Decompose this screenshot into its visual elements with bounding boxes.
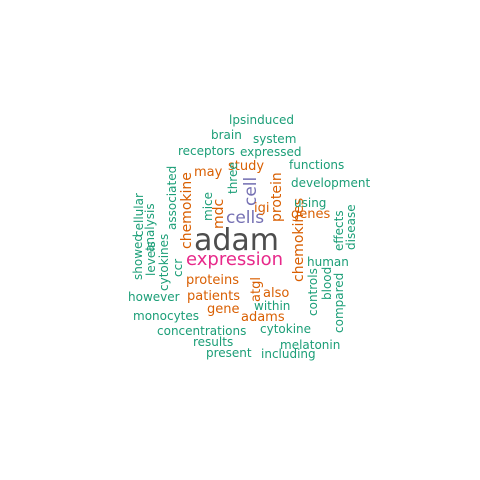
- word-proteins: proteins: [186, 273, 239, 288]
- word-cells: cells: [226, 208, 265, 228]
- word-chemokine: chemokine: [179, 172, 195, 249]
- word-present: present: [206, 346, 252, 360]
- word-mice: mice: [201, 191, 215, 221]
- word-igi: igi: [254, 201, 270, 216]
- word-development: development: [291, 176, 371, 190]
- word-functions: functions: [289, 158, 345, 172]
- word-gene: gene: [207, 302, 240, 317]
- word-system: system: [253, 132, 297, 146]
- word-three: three: [226, 162, 240, 194]
- word-within: within: [254, 299, 291, 313]
- word-ccr: ccr: [171, 258, 185, 277]
- word-expressed: expressed: [240, 145, 302, 159]
- word-also: also: [263, 286, 290, 301]
- word-brain: brain: [211, 128, 242, 142]
- word-cytokines: cytokines: [157, 233, 171, 291]
- word-however: however: [128, 290, 180, 304]
- word-expression: expression: [186, 249, 284, 270]
- word-patients: patients: [187, 289, 241, 304]
- word-study: study: [228, 159, 265, 174]
- word-concentrations: concentrations: [157, 324, 247, 338]
- word-disease: disease: [344, 204, 358, 250]
- word-adams: adams: [241, 310, 285, 325]
- word-compared: compared: [332, 272, 346, 333]
- word-melatonin: melatonin: [280, 338, 341, 352]
- word-including: including: [261, 347, 316, 361]
- word-protein: protein: [269, 172, 285, 222]
- word-controls: controls: [306, 268, 320, 316]
- word-results: results: [193, 335, 234, 349]
- word-cytokine: cytokine: [260, 322, 312, 336]
- word-may: may: [194, 165, 223, 180]
- word-genes: genes: [291, 207, 331, 222]
- word-adam: adam: [194, 223, 280, 258]
- word-showed: showed: [131, 233, 145, 280]
- word-using: using: [294, 196, 327, 210]
- word-human: human: [307, 255, 349, 269]
- word-levels: levels: [144, 241, 158, 276]
- word-receptors: receptors: [178, 144, 235, 158]
- word-associated: associated: [165, 165, 179, 230]
- word-monocytes: monocytes: [133, 309, 200, 323]
- word-lpsinduced: lpsinduced: [229, 113, 294, 127]
